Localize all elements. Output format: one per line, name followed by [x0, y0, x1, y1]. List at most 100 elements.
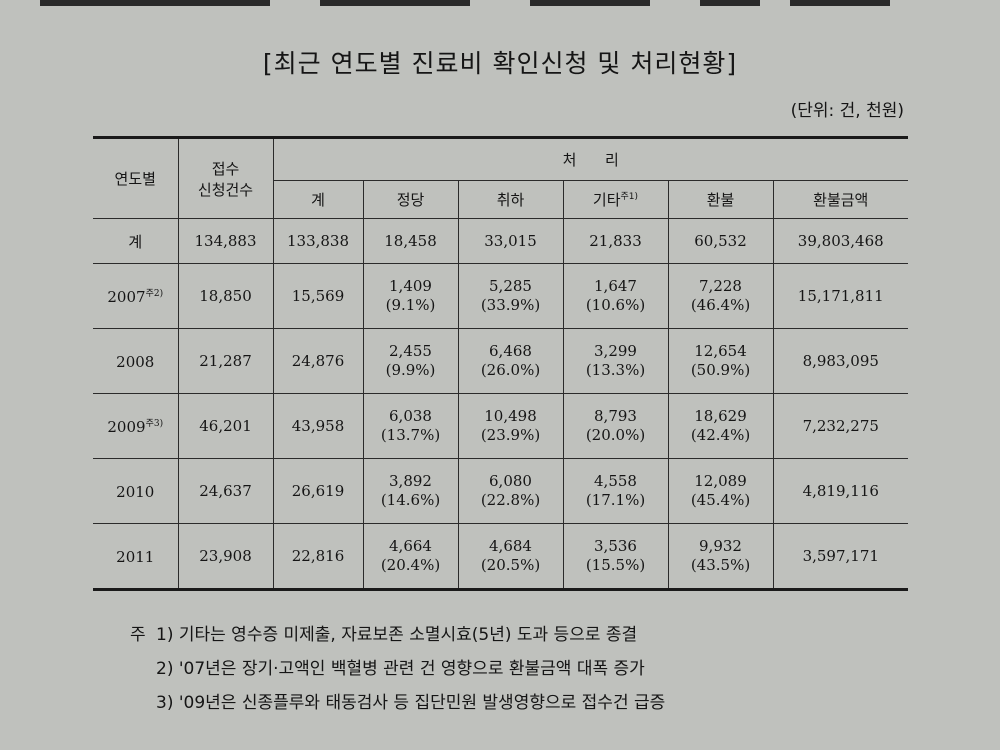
withdrawn-count: 5,285 [489, 277, 532, 295]
withdrawn-pct: (26.0%) [480, 361, 541, 379]
other-pct: (20.0%) [585, 426, 646, 444]
total-withdrawn: 33,015 [457, 218, 564, 264]
received-cell: 21,287 [177, 328, 274, 394]
total-refund: 60,532 [667, 218, 774, 264]
header-total: 계 [273, 180, 364, 219]
valid-count: 6,038 [389, 407, 432, 425]
valid-cell: 1,409 (9.1%) [362, 263, 459, 329]
year-note: 주3) [145, 419, 164, 429]
footnotes: 주 1) 기타는 영수증 미제출, 자료보존 소멸시효(5년) 도과 등으로 종결… [130, 618, 665, 720]
received-cell: 23,908 [177, 523, 274, 590]
refund-amount-cell: 7,232,275 [772, 393, 908, 459]
header-other-note: 주1) [620, 192, 639, 202]
year-label: 2007 [107, 288, 146, 306]
withdrawn-pct: (22.8%) [480, 491, 541, 509]
withdrawn-count: 6,468 [489, 342, 532, 360]
valid-pct: (20.4%) [380, 556, 441, 574]
table-row: 2008 21,287 24,876 2,455 (9.9%) 6,468 (26.… [93, 328, 908, 394]
valid-cell: 2,455 (9.9%) [362, 328, 459, 394]
footnote-2: 2) '07년은 장기·고액인 백혈병 관련 건 영향으로 환불금액 대폭 증가 [156, 659, 645, 679]
footnote-1: 주 1) 기타는 영수증 미제출, 자료보존 소멸시효(5년) 도과 등으로 종결 [130, 618, 665, 652]
other-count: 8,793 [594, 407, 637, 425]
other-count: 4,558 [594, 472, 637, 490]
header-withdrawn: 취하 [457, 180, 564, 219]
valid-pct: (13.7%) [380, 426, 441, 444]
refund-cell: 9,932 (43.5%) [667, 523, 774, 590]
other-count: 1,647 [594, 277, 637, 295]
year-label: 2008 [116, 353, 155, 371]
year-cell: 2010 [93, 458, 179, 524]
valid-count: 1,409 [389, 277, 432, 295]
total-row: 계 134,883 133,838 18,458 33,015 21,833 6… [93, 218, 908, 264]
received-cell: 18,850 [177, 263, 274, 329]
refund-cell: 7,228 (46.4%) [667, 263, 774, 329]
other-pct: (15.5%) [585, 556, 646, 574]
withdrawn-cell: 10,498 (23.9%) [457, 393, 564, 459]
total-total: 133,838 [272, 218, 364, 264]
withdrawn-pct: (23.9%) [480, 426, 541, 444]
total-label: 계 [93, 218, 179, 264]
withdrawn-count: 4,684 [489, 537, 532, 555]
withdrawn-cell: 6,468 (26.0%) [457, 328, 564, 394]
year-cell: 2008 [93, 328, 179, 394]
other-cell: 4,558 (17.1%) [562, 458, 669, 524]
other-pct: (10.6%) [585, 296, 646, 314]
year-label: 2010 [116, 483, 155, 501]
table-row: 2007주2) 18,850 15,569 1,409 (9.1%) 5,285(… [93, 263, 908, 329]
valid-cell: 6,038 (13.7%) [362, 393, 459, 459]
withdrawn-count: 6,080 [489, 472, 532, 490]
refund-count: 12,089 [694, 472, 747, 490]
header-received-line2: 신청건수 [197, 180, 254, 199]
table-title: [최근 연도별 진료비 확인신청 및 처리현황] [262, 49, 738, 78]
total-received: 134,883 [177, 218, 274, 264]
table-row: 2010 24,637 26,619 3,892 (14.6%) 6,080 (22… [93, 458, 908, 524]
refund-count: 7,228 [699, 277, 742, 295]
unit-label: (단위: 건, 천원) [790, 101, 904, 121]
refund-amount-cell: 8,983,095 [772, 328, 908, 394]
refund-pct: (50.9%) [690, 361, 751, 379]
received-cell: 46,201 [177, 393, 274, 459]
other-cell: 3,299 (13.3%) [562, 328, 669, 394]
footnote-3: 3) '09년은 신종플루와 태동검사 등 집단민원 발생영향으로 접수건 급증 [156, 693, 666, 713]
valid-pct: (14.6%) [380, 491, 441, 509]
valid-count: 4,664 [389, 537, 432, 555]
withdrawn-count: 10,498 [484, 407, 537, 425]
total-cell: 22,816 [272, 523, 364, 590]
refund-pct: (42.4%) [690, 426, 751, 444]
valid-count: 3,892 [389, 472, 432, 490]
refund-cell: 12,654 (50.9%) [667, 328, 774, 394]
header-year: 연도별 [93, 137, 179, 219]
refund-pct: (46.4%) [690, 296, 751, 314]
withdrawn-pct: (33.9%) [480, 296, 541, 314]
other-count: 3,536 [594, 537, 637, 555]
other-pct: (17.1%) [585, 491, 646, 509]
year-label: 2009 [107, 418, 146, 436]
header-valid: 정당 [362, 180, 459, 219]
refund-pct: (43.5%) [690, 556, 751, 574]
year-label: 2011 [116, 548, 155, 566]
valid-pct: (9.9%) [385, 361, 436, 379]
other-pct: (13.3%) [585, 361, 646, 379]
footnote-1-text: 1) 기타는 영수증 미제출, 자료보존 소멸시효(5년) 도과 등으로 종결 [156, 625, 638, 645]
year-cell: 2009주3) [93, 393, 179, 459]
statistics-table: 연도별 접수 신청건수 처 리 계 정당 취하 기타주1) 환불 환불금액 계 … [93, 136, 908, 591]
refund-count: 18,629 [694, 407, 747, 425]
received-cell: 24,637 [177, 458, 274, 524]
header-received-line1: 접수 [211, 159, 240, 178]
year-note: 주2) [145, 289, 164, 299]
other-count: 3,299 [594, 342, 637, 360]
valid-pct: (9.1%) [385, 296, 436, 314]
withdrawn-cell: 4,684 (20.5%) [457, 523, 564, 590]
withdrawn-pct: (20.5%) [480, 556, 541, 574]
total-cell: 26,619 [272, 458, 364, 524]
header-processing: 처 리 [272, 137, 908, 181]
refund-cell: 18,629 (42.4%) [667, 393, 774, 459]
refund-count: 9,932 [699, 537, 742, 555]
table-row: 2009주3) 46,201 43,958 6,038 (13.7%) 10,49… [93, 393, 908, 459]
withdrawn-cell: 5,285 (33.9%) [457, 263, 564, 329]
header-other: 기타주1) [562, 180, 669, 219]
valid-cell: 3,892 (14.6%) [362, 458, 459, 524]
year-cell: 2011 [93, 523, 179, 590]
header-other-label: 기타 [592, 191, 621, 209]
valid-count: 2,455 [389, 342, 432, 360]
